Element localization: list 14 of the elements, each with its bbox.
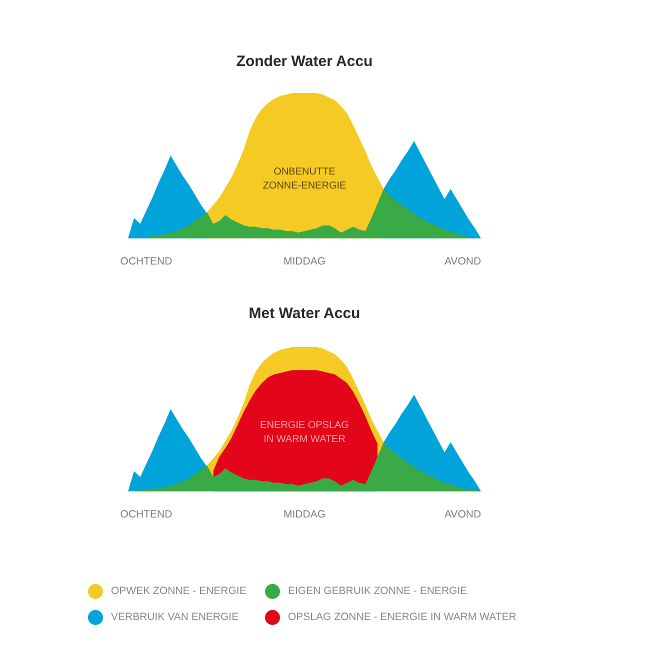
x-tick-label: AVOND xyxy=(444,256,482,268)
annotation: ENERGIE OPSLAG IN WARM WATER xyxy=(260,420,350,445)
chart-title: Met Water Accu xyxy=(248,305,360,322)
legend-label: EIGEN GEBRUIK ZONNE - ENERGIE xyxy=(288,584,468,599)
annotation: ONBENUTTE ZONNE-ENERGIE xyxy=(262,166,346,192)
x-tick-label: OCHTEND xyxy=(120,256,173,268)
legend-label: OPWEK ZONNE - ENERGIE xyxy=(111,584,246,599)
chart-title: Zonder Water Accu xyxy=(236,53,373,70)
legend-label: OPSLAG ZONNE - ENERGIE IN WARM WATER xyxy=(288,610,516,625)
x-tick-label: MIDDAG xyxy=(284,256,326,268)
x-tick-label: OCHTEND xyxy=(120,508,173,521)
x-tick-label: MIDDAG xyxy=(284,508,326,521)
legend-label: VERBRUIK VAN ENERGIE xyxy=(111,610,239,625)
x-tick-label: AVOND xyxy=(444,508,482,521)
